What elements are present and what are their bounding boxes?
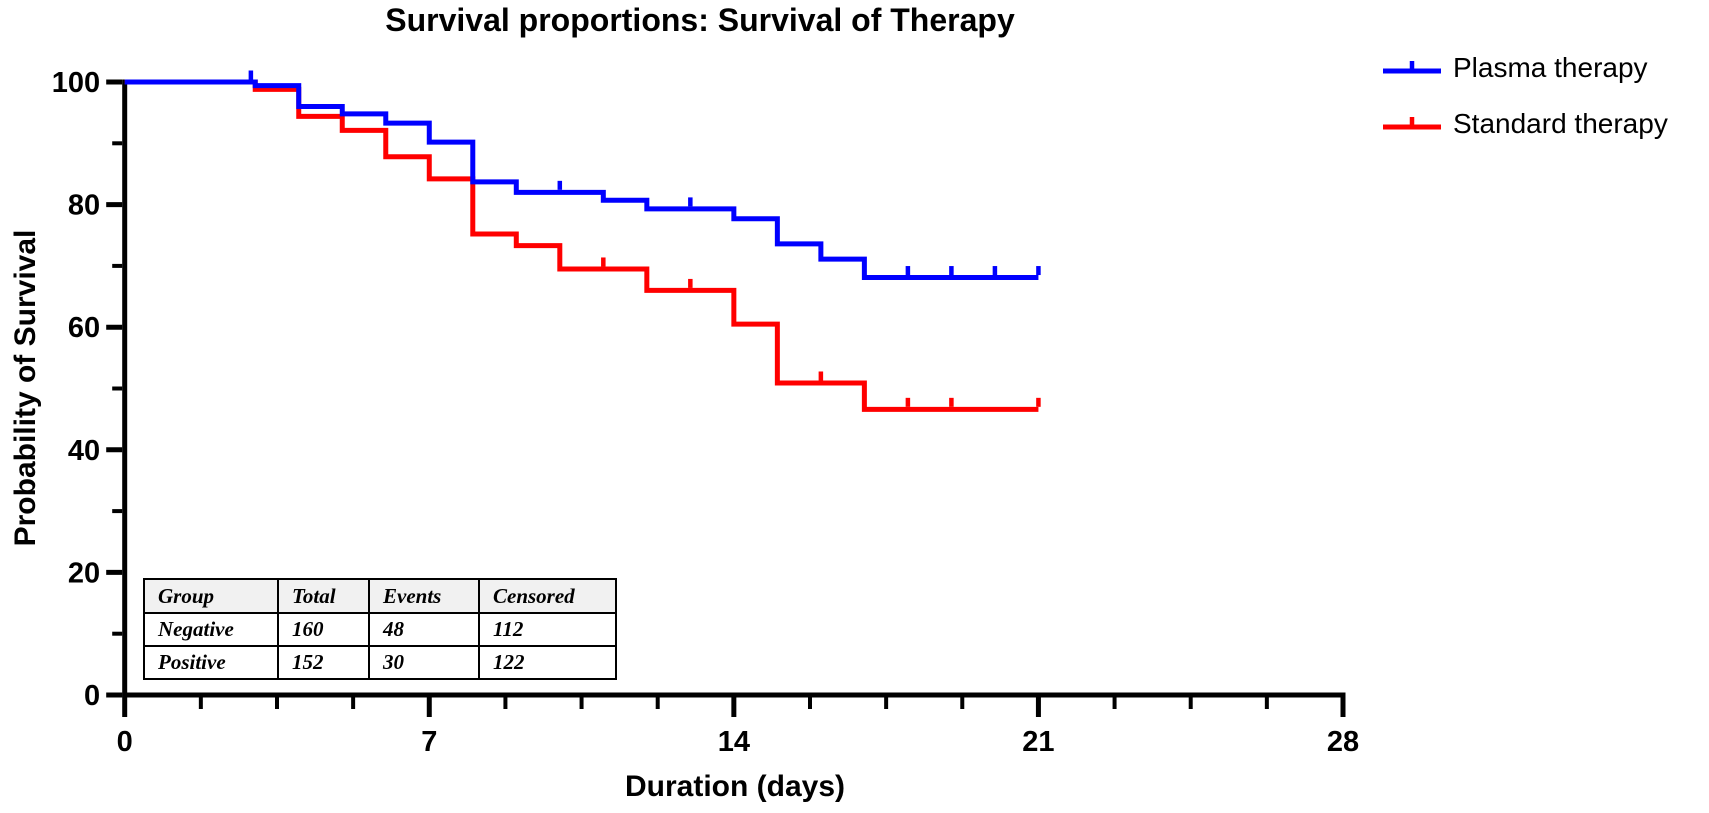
y-axis-tick-labels: 0 20 40 60 80 100 [52, 67, 100, 712]
censor-marks-plasma-therapy [248, 70, 1041, 276]
svg-text:21: 21 [1022, 726, 1054, 758]
cell-events: 30 [368, 645, 480, 680]
summary-table-header-censored: Censored [478, 578, 617, 614]
chart-title: Survival proportions: Survival of Therap… [385, 2, 1015, 38]
svg-text:20: 20 [68, 557, 100, 589]
series-line-plasma-therapy [124, 79, 1039, 281]
cell-total: 160 [277, 612, 370, 647]
summary-table-header-events: Events [368, 578, 480, 614]
x-axis-ticks [122, 697, 1346, 717]
summary-table-header-row: Group Total Events Censored [143, 578, 617, 614]
censor-marks-standard-therapy [601, 257, 1041, 407]
summary-table: Group Total Events Censored Negative 160… [143, 578, 617, 680]
summary-table-row-negative: Negative 160 48 112 [143, 612, 617, 647]
cell-group: Positive [143, 645, 279, 680]
svg-text:60: 60 [68, 312, 100, 344]
chart-legend: Plasma therapy Standard therapy [1382, 52, 1668, 140]
svg-text:0: 0 [117, 726, 133, 758]
cell-censored: 122 [478, 645, 617, 680]
y-axis-ticks [106, 79, 123, 698]
svg-text:0: 0 [84, 680, 100, 712]
svg-text:100: 100 [52, 67, 100, 99]
x-axis-title: Duration (days) [624, 770, 846, 803]
cell-censored: 112 [478, 612, 617, 647]
cell-total: 152 [277, 645, 370, 680]
summary-table-header-group: Group [143, 578, 279, 614]
summary-table-row-positive: Positive 152 30 122 [143, 645, 617, 680]
plasma-therapy-line-symbol [1383, 61, 1441, 74]
legend-item-standard-therapy: Standard therapy [1382, 108, 1668, 140]
x-axis-tick-labels: 0 7 14 21 28 [117, 726, 1360, 758]
standard-therapy-line-symbol [1383, 117, 1441, 130]
svg-text:7: 7 [421, 726, 437, 758]
summary-table-header-total: Total [277, 578, 370, 614]
cell-group: Negative [143, 612, 279, 647]
svg-text:40: 40 [68, 435, 100, 467]
svg-text:14: 14 [718, 726, 750, 758]
svg-text:80: 80 [68, 190, 100, 222]
legend-item-plasma-therapy: Plasma therapy [1382, 52, 1668, 84]
legend-label-plasma-therapy: Plasma therapy [1453, 52, 1648, 83]
cell-events: 48 [368, 612, 480, 647]
series-line-standard-therapy [124, 79, 1039, 412]
svg-text:28: 28 [1327, 726, 1359, 758]
legend-label-standard-therapy: Standard therapy [1453, 108, 1668, 139]
